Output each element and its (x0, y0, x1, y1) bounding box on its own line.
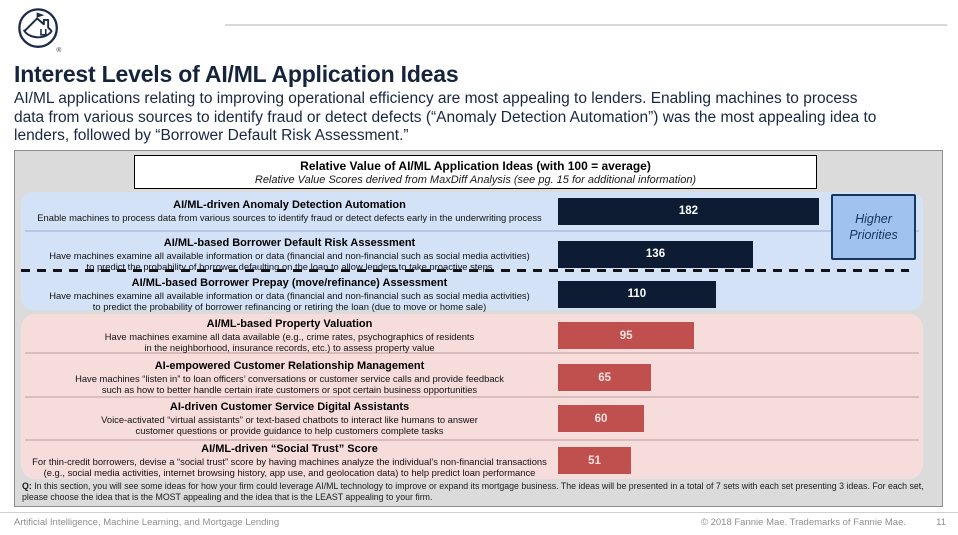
note-text: In this section, you will see some ideas… (34, 481, 924, 491)
row-separator (25, 230, 919, 232)
description-line: (e.g., social media activities, internet… (43, 467, 536, 478)
chart-title: Relative Value of AI/ML Application Idea… (300, 159, 651, 173)
svg-text:®: ® (56, 46, 61, 54)
chart-row-crm: AI-empowered Customer Relationship Manag… (21, 357, 921, 398)
description-line: to predict the probability of borrower r… (92, 300, 487, 312)
row-label: AI/ML-based Borrower Prepay (move/refina… (21, 277, 558, 312)
bar-value: 182 (678, 205, 699, 217)
row-description: Have machines examine all data available… (27, 331, 552, 353)
row-separator (25, 352, 919, 354)
row-separator (25, 439, 919, 441)
description-line: customer questions or provide guidance t… (135, 425, 444, 436)
note-prefix: Q: (22, 481, 32, 491)
value-bar: 65 (558, 364, 652, 391)
chart-row-default-risk: AI/ML-based Borrower Default Risk Assess… (21, 233, 921, 275)
bar-value: 110 (627, 288, 647, 300)
bar-value: 51 (588, 454, 601, 467)
description-line: Have machines examine all available info… (49, 249, 530, 261)
row-title: AI/ML-driven Anomaly Detection Automatio… (173, 199, 406, 211)
row-label: AI/ML-based Property Valuation Have mach… (21, 318, 558, 353)
row-label: AI/ML-based Borrower Default Risk Assess… (21, 237, 558, 272)
page-intro: AI/ML applications relating to improving… (14, 90, 954, 146)
value-bar: 136 (558, 240, 754, 268)
fannie-mae-logo-icon: ® (18, 8, 61, 54)
value-bar: 60 (558, 405, 645, 432)
row-description: Have machines examine all available info… (27, 250, 552, 272)
chart-row-prepay-assessment: AI/ML-based Borrower Prepay (move/refina… (21, 275, 921, 313)
row-title: AI/ML-based Property Valuation (206, 318, 373, 330)
row-label: AI-driven Customer Service Digital Assis… (21, 401, 558, 436)
description-line: such as how to better handle certain ira… (101, 384, 478, 395)
description-line: For thin-credit borrowers, devise a “soc… (32, 456, 547, 467)
chart-row-digital-assistants: AI-driven Customer Service Digital Assis… (21, 398, 921, 439)
row-title: AI-empowered Customer Relationship Manag… (154, 360, 425, 372)
footer-divider (0, 512, 958, 513)
row-title: AI/ML-driven “Social Trust” Score (201, 443, 378, 455)
intro-line: AI/ML applications relating to improving… (14, 90, 858, 107)
description-line: Voice-activated “virtual assistants” or … (101, 414, 478, 425)
bar-value: 136 (645, 248, 666, 260)
chart-row-property-valuation: AI/ML-based Property Valuation Have mach… (21, 316, 921, 355)
value-bar: 182 (558, 197, 819, 225)
fannie-mae-logo: ® (16, 6, 64, 54)
value-bar: 110 (558, 280, 716, 308)
description-line: in the neighborhood, insurance records, … (144, 342, 435, 353)
description-line: Have machines “listen in” to loan office… (75, 373, 504, 384)
description-line: to predict the probability of borrower d… (86, 260, 493, 272)
chart-title-box: Relative Value of AI/ML Application Idea… (134, 155, 817, 189)
row-label: AI/ML-driven Anomaly Detection Automatio… (21, 199, 558, 223)
row-description: Have machines examine all available info… (27, 290, 552, 312)
description-line: Have machines examine all available info… (49, 289, 530, 301)
higher-priorities-callout: Higher Priorities (831, 194, 916, 260)
row-separator (25, 396, 919, 398)
row-description: Voice-activated “virtual assistants” or … (27, 414, 552, 436)
row-description: Have machines “listen in” to loan office… (27, 373, 552, 395)
header-divider (225, 24, 947, 26)
intro-line: data from various sources to identify fr… (14, 108, 877, 126)
page-title: Interest Levels of AI/ML Application Ide… (14, 61, 459, 87)
row-description: Enable machines to process data from var… (27, 212, 552, 223)
row-title: AI/ML-based Borrower Prepay (move/refina… (131, 276, 448, 289)
note-text: please choose the idea that is the MOST … (22, 492, 433, 502)
lower-priority-group-background (21, 314, 923, 479)
row-label: AI/ML-driven “Social Trust” Score For th… (21, 443, 558, 478)
bar-value: 60 (594, 412, 608, 425)
note-line: Q: In this section, you will see some id… (22, 481, 938, 492)
description-line: Have machines examine all data available… (104, 331, 475, 342)
footer-deck-title: Artificial Intelligence, Machine Learnin… (14, 517, 280, 528)
chart-row-social-trust-score: AI/ML-driven “Social Trust” Score For th… (21, 440, 921, 481)
row-title: AI/ML-based Borrower Default Risk Assess… (163, 236, 416, 249)
priority-cutoff-dashed-line (21, 269, 909, 272)
row-description: For thin-credit borrowers, devise a “soc… (27, 456, 552, 478)
description-line: Enable machines to process data from var… (37, 212, 542, 223)
survey-question-note: Q: In this section, you will see some id… (22, 481, 938, 503)
chart-row-anomaly-detection: AI/ML-driven Anomaly Detection Automatio… (21, 193, 921, 229)
intro-line: lenders, followed by “Borrower Default R… (14, 127, 409, 145)
bar-value: 95 (619, 329, 633, 342)
footer-page-number: 11 (936, 517, 946, 528)
chart-subtitle: Relative Value Scores derived from MaxDi… (254, 174, 697, 186)
value-bar: 95 (558, 322, 695, 349)
value-bar: 51 (558, 447, 632, 474)
row-label: AI-empowered Customer Relationship Manag… (21, 360, 558, 395)
chart-panel: Relative Value of AI/ML Application Idea… (14, 150, 943, 507)
footer-copyright: © 2018 Fannie Mae. Trademarks of Fannie … (700, 517, 906, 528)
row-title: AI-driven Customer Service Digital Assis… (169, 401, 410, 413)
bar-value: 65 (598, 371, 611, 384)
